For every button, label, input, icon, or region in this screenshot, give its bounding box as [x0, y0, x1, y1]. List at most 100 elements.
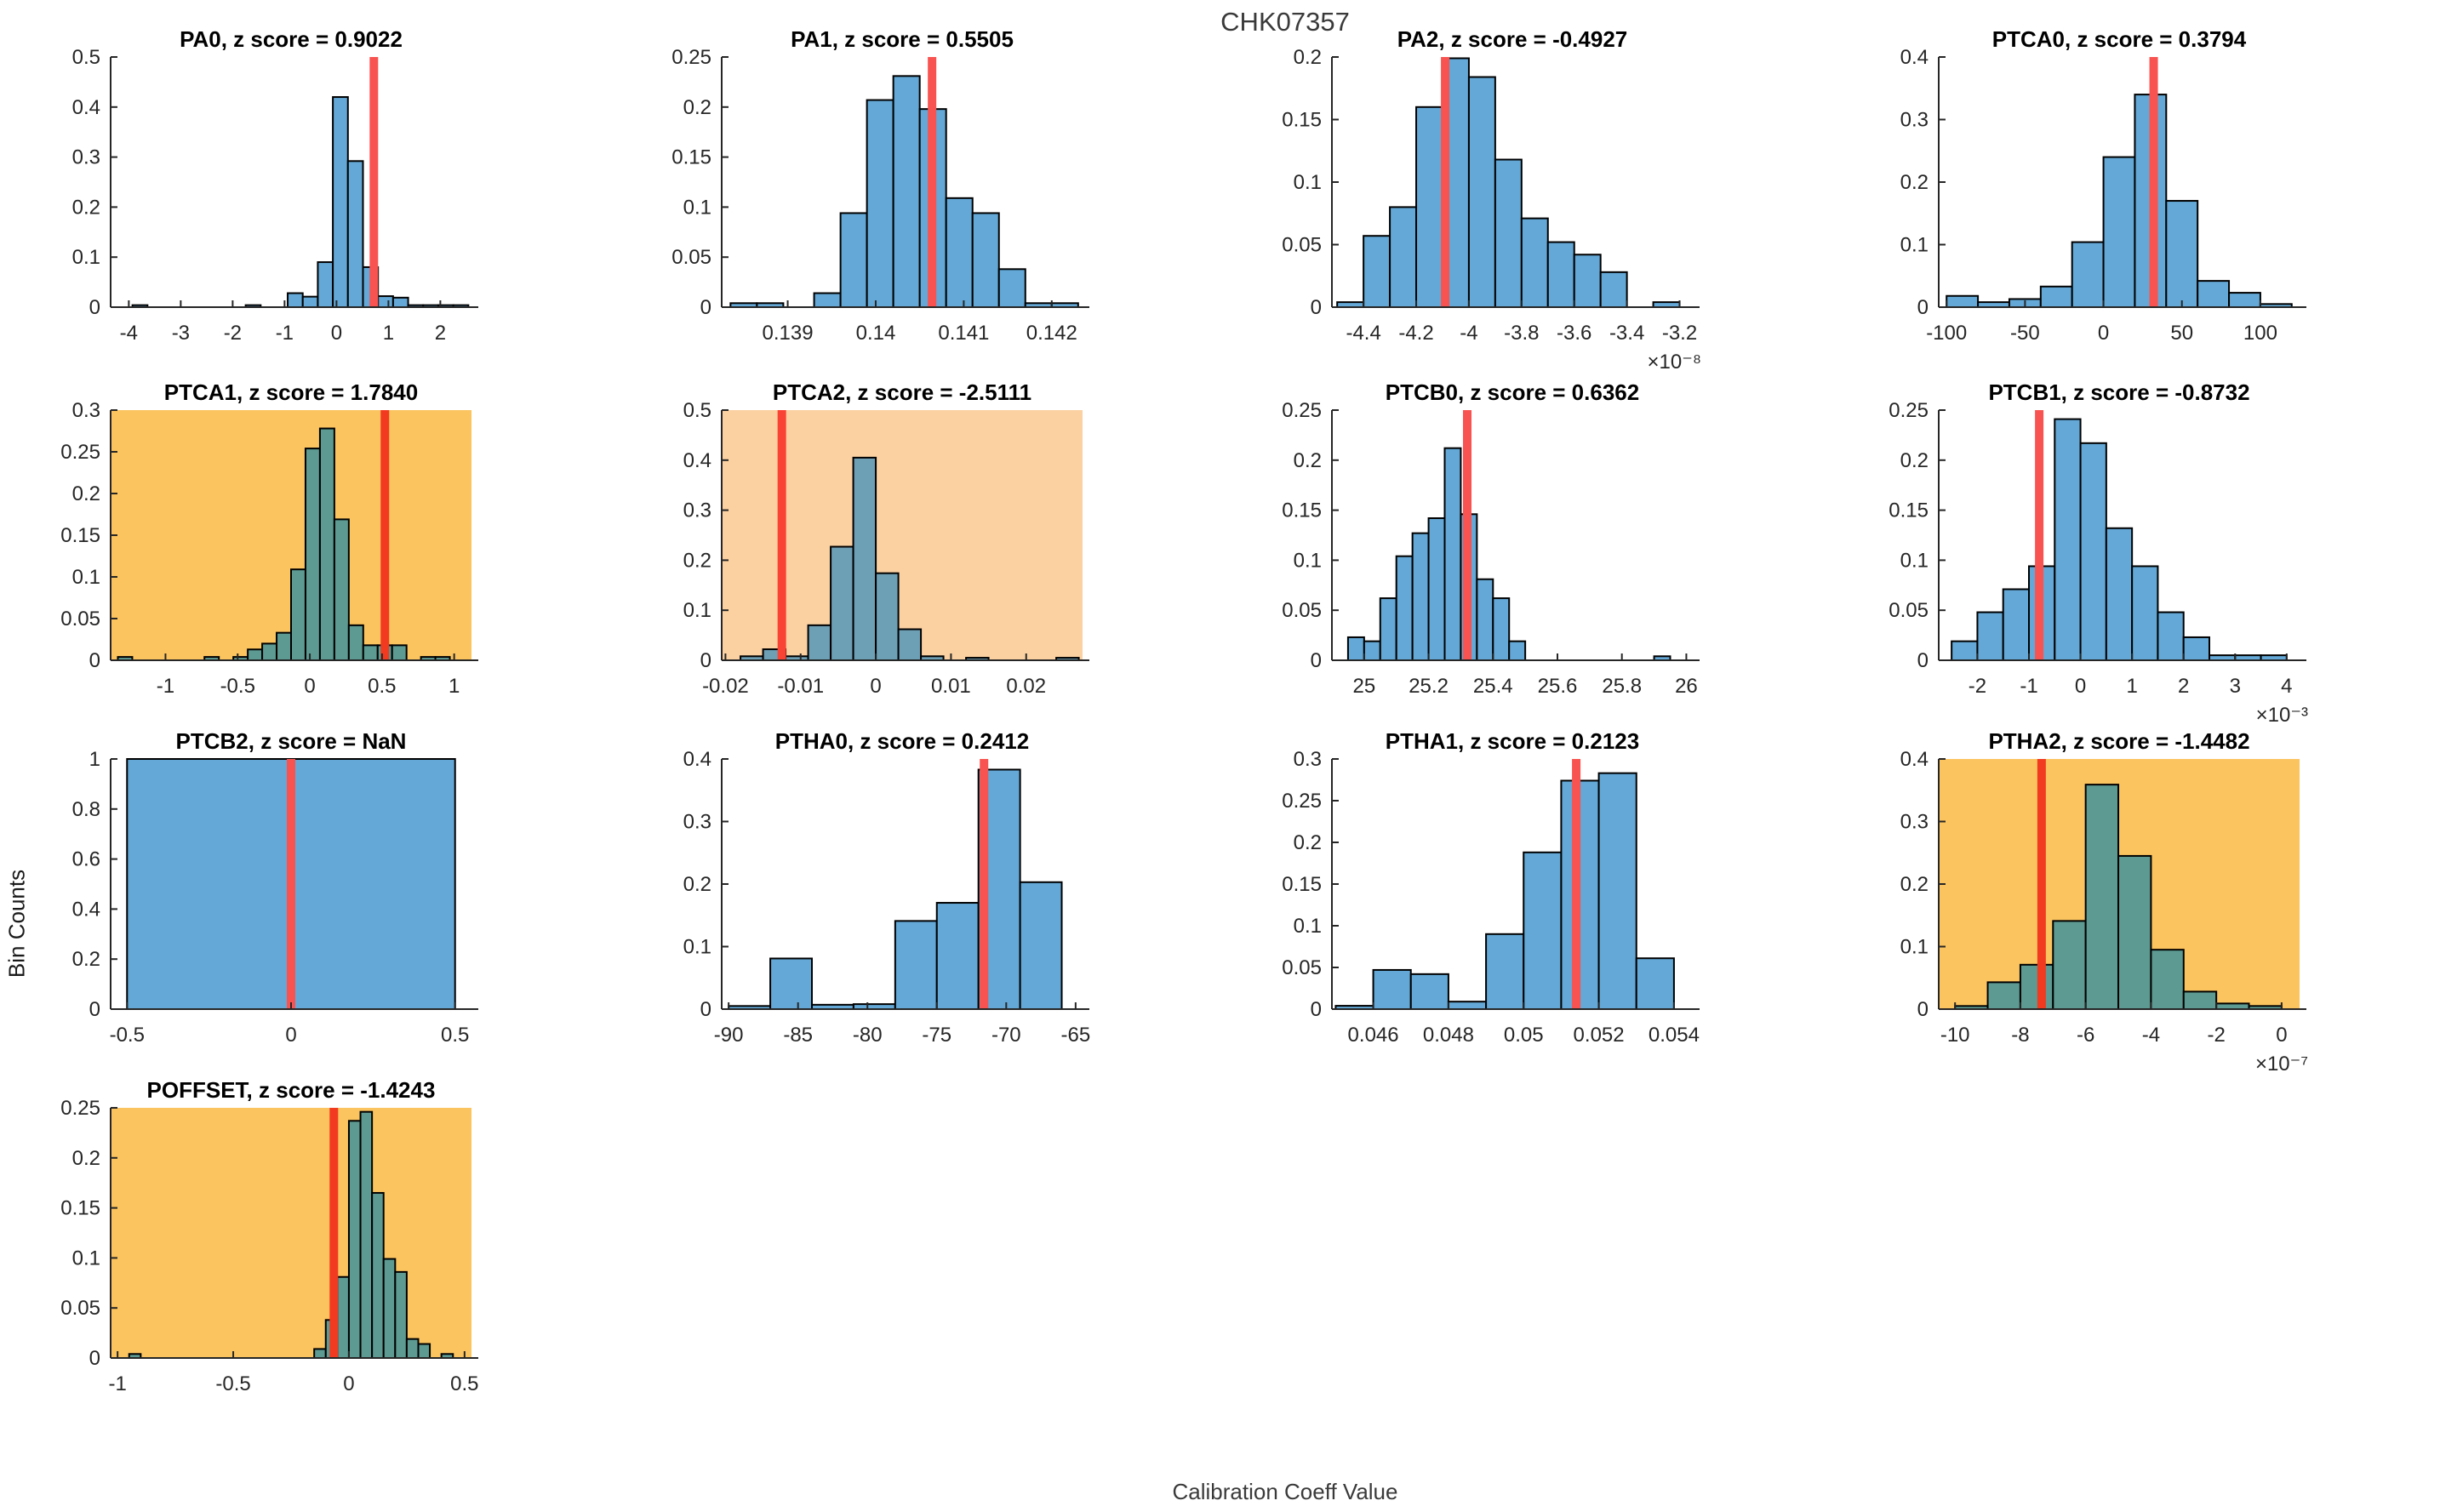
x-tick-label: 25	[1353, 675, 1376, 698]
x-tick-label: -1	[157, 675, 174, 698]
histogram-bar	[2054, 418, 2082, 661]
histogram-bar	[813, 292, 842, 309]
histogram-bar	[1379, 597, 1397, 662]
y-tick-label: 0.1	[1294, 171, 1322, 194]
histogram-bar	[1447, 1001, 1488, 1011]
histogram-bar	[2150, 949, 2185, 1011]
y-tick-label: 0.3	[683, 499, 711, 522]
x-tick-label: -2	[224, 322, 242, 345]
x-tick-label: 0	[331, 322, 342, 345]
y-tick-label: 0.3	[72, 146, 100, 169]
x-tick-label: -75	[922, 1024, 951, 1047]
y-tick-label: 0.2	[1294, 831, 1322, 854]
y-tick-label: 0.2	[683, 873, 711, 896]
histogram-bar	[1427, 517, 1446, 661]
y-tick-label: 0.1	[683, 599, 711, 622]
histogram-bar	[1546, 241, 1575, 308]
histogram-bar	[1363, 235, 1391, 308]
y-tick-label: 0.25	[671, 46, 711, 69]
histogram-bar	[1346, 636, 1365, 662]
x-tick-label: -0.5	[110, 1024, 145, 1047]
x-tick-label: -50	[2010, 322, 2040, 345]
subplot-title: PA2, z score = -0.4927	[1397, 26, 1628, 52]
histogram-bar	[971, 212, 1000, 308]
histogram-bar	[2131, 565, 2159, 661]
y-tick-label: 0.2	[683, 549, 711, 572]
x-tick-label: -1	[2020, 675, 2037, 698]
x-tick-label: -85	[783, 1024, 813, 1047]
histogram-bar	[997, 268, 1026, 309]
y-tick-label: 0.2	[72, 482, 100, 505]
histogram-bar	[333, 518, 350, 661]
histogram-bar	[1986, 981, 2021, 1011]
y-tick-label: 0	[89, 649, 100, 672]
histogram-bar	[371, 1191, 385, 1359]
histogram-bar	[807, 624, 832, 662]
y-tick-label: 0.15	[60, 524, 100, 547]
histogram-bar	[346, 160, 364, 308]
y-tick-label: 0.3	[1900, 109, 1929, 132]
y-tick-label: 0.25	[1282, 790, 1322, 813]
histogram-bar	[1467, 76, 1496, 309]
x-tick-label: 4	[2281, 675, 2292, 698]
histogram-bar	[2079, 442, 2107, 661]
y-tick-label: 0.3	[72, 399, 100, 422]
y-tick-label: 0.1	[1900, 936, 1929, 959]
x-tick-label: -0.02	[702, 675, 749, 698]
x-tick-label: 0.141	[938, 322, 989, 345]
x-tick-label: 1	[2126, 675, 2137, 698]
histogram-bar	[391, 296, 409, 309]
subplot-title: PTHA2, z score = -1.4482	[1988, 728, 2249, 754]
z-score-marker-line	[928, 57, 937, 307]
z-score-marker-line	[2149, 57, 2158, 307]
y-tick-label: 0.15	[1282, 873, 1322, 896]
y-tick-label: 0.15	[671, 146, 711, 169]
y-tick-label: 0.1	[1294, 549, 1322, 572]
histogram-bar	[2002, 588, 2031, 662]
y-tick-label: 0.8	[72, 798, 100, 821]
y-tick-label: 0.2	[1900, 171, 1929, 194]
z-score-marker-line	[777, 410, 786, 660]
z-score-marker-line	[1463, 410, 1471, 660]
x-tick-label: -4	[1460, 322, 1477, 345]
x-tick-label: -4	[120, 322, 138, 345]
histogram-bar	[1443, 447, 1462, 661]
y-tick-label: 0.2	[72, 196, 100, 219]
y-tick-label: 0.4	[72, 96, 100, 119]
y-tick-label: 1	[89, 748, 100, 771]
z-score-marker-line	[980, 759, 989, 1009]
y-tick-label: 0.5	[683, 399, 711, 422]
x-tick-label: -3.6	[1557, 322, 1591, 345]
y-tick-label: 0.15	[1889, 499, 1929, 522]
histogram-bar	[2052, 920, 2087, 1010]
subplot-title: PTCA0, z score = 0.3794	[1992, 26, 2247, 52]
histogram-bar	[417, 1343, 431, 1360]
x-tick-label: 25.6	[1538, 675, 1578, 698]
subplot-title: PA1, z score = 0.5505	[791, 26, 1014, 52]
x-tick-label: 0.5	[368, 675, 396, 698]
x-tick-label: -4.4	[1346, 322, 1380, 345]
x-tick-label: -2	[1969, 675, 1986, 698]
histogram-bar	[1951, 640, 1979, 662]
x-tick-label: 0.052	[1574, 1024, 1625, 1047]
y-tick-label: 0.15	[60, 1197, 100, 1220]
histogram-bar	[892, 75, 921, 309]
y-tick-label: 0.1	[1900, 549, 1929, 572]
x-tick-label: 0	[2075, 675, 2086, 698]
x-tick-label: -1	[276, 322, 294, 345]
subplot-ptca2: -0.02 -0.01 0 0.01 0.02 0 0.1 0.2 0.3 0.4 0.5 PTCA2…	[683, 379, 1089, 698]
x-tick-label: 0.05	[1504, 1024, 1544, 1047]
x-tick-label: -3.2	[1662, 322, 1697, 345]
subplot-title: PTCA2, z score = -2.5111	[773, 379, 1031, 405]
histogram-bar	[1976, 611, 2004, 661]
y-tick-label: 0.1	[683, 936, 711, 959]
histogram-bar	[1363, 640, 1381, 662]
x-tick-label: 0.142	[1026, 322, 1077, 345]
histogram-bar	[261, 642, 278, 662]
histogram-bar	[1520, 217, 1549, 309]
x-tick-label: 1	[449, 675, 460, 698]
y-tick-label: 0	[700, 649, 711, 672]
subplot-title: PTCB1, z score = -0.8732	[1988, 379, 2249, 405]
histogram-bar	[830, 545, 854, 661]
